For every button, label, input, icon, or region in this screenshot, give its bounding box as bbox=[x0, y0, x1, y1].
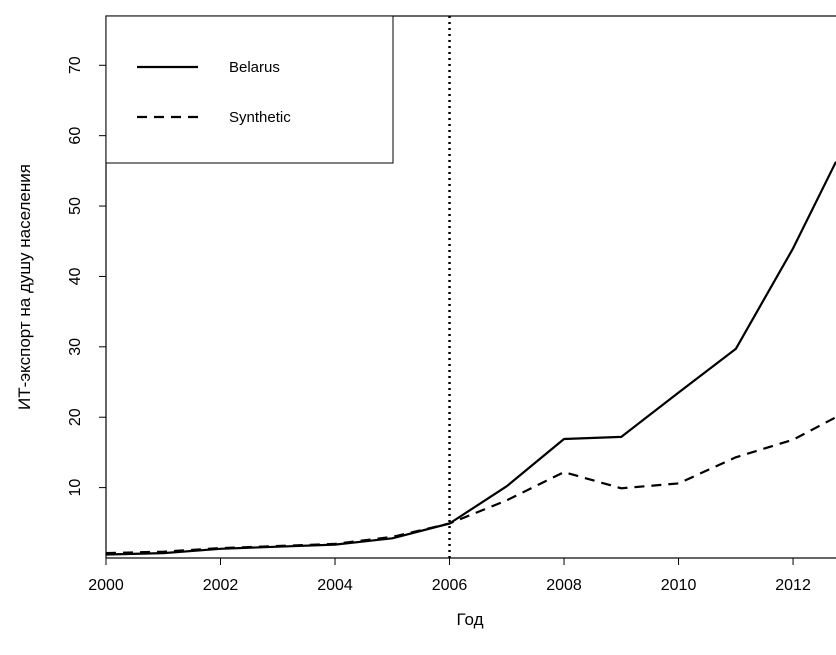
x-tick-label: 2000 bbox=[88, 577, 124, 594]
x-tick-label: 2012 bbox=[775, 577, 811, 594]
x-tick-label: 2002 bbox=[203, 577, 239, 594]
axis-ticks: 2000 2002 2004 2006 2008 2010 2012 10 20 30 40 50 60… bbox=[67, 56, 811, 594]
x-tick-label: 2008 bbox=[546, 577, 582, 594]
y-tick-label: 20 bbox=[67, 408, 84, 426]
y-tick-label: 40 bbox=[67, 267, 84, 285]
legend-box bbox=[105, 15, 394, 164]
series-lines bbox=[105, 161, 836, 556]
x-tick-label: 2010 bbox=[661, 577, 697, 594]
y-tick-label: 30 bbox=[67, 338, 84, 356]
y-tick-label: 10 bbox=[67, 479, 84, 497]
series-line-synthetic bbox=[105, 416, 836, 555]
legend: Belarus Synthetic bbox=[105, 15, 394, 164]
x-tick-label: 2004 bbox=[317, 577, 353, 594]
y-tick-label: 70 bbox=[67, 56, 84, 74]
legend-label-belarus: Belarus bbox=[229, 59, 280, 76]
y-tick-label: 60 bbox=[67, 127, 84, 145]
x-axis-title: Год bbox=[456, 610, 483, 629]
y-axis-title: ИТ-экспорт на душу населения bbox=[15, 164, 34, 410]
x-tick-label: 2006 bbox=[432, 577, 468, 594]
plot-frame bbox=[105, 15, 836, 559]
series-line-belarus bbox=[105, 161, 836, 556]
legend-label-synthetic: Synthetic bbox=[229, 109, 291, 126]
y-tick-label: 50 bbox=[67, 197, 84, 215]
